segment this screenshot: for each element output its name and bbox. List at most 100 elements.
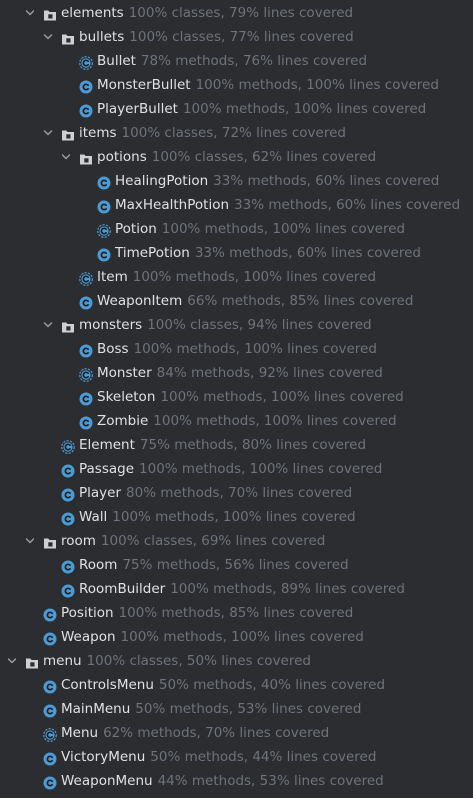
abstract-class-icon: [61, 438, 75, 454]
tree-row-package[interactable]: bullets 100% classes, 77% lines covered: [0, 25, 473, 49]
tree-row-class[interactable]: Weapon 100% methods, 100% lines covered: [0, 625, 473, 649]
package-folder-icon: [61, 318, 75, 333]
tree-row-class[interactable]: HealingPotion 33% methods, 60% lines cove…: [0, 169, 473, 193]
tree-row-package[interactable]: items 100% classes, 72% lines covered: [0, 121, 473, 145]
package-folder-icon: [61, 126, 75, 141]
coverage-stat: 100% methods, 100% lines covered: [120, 629, 364, 645]
chevron-down-icon[interactable]: [42, 313, 54, 337]
tree-item-label: Potion 100% methods, 100% lines covered: [115, 217, 405, 241]
class-icon: [79, 390, 93, 406]
tree-item-label: Monster 84% methods, 92% lines covered: [97, 361, 383, 385]
class-icon: [61, 486, 75, 502]
coverage-stat: 100% methods, 100% lines covered: [153, 413, 397, 429]
tree-row-class[interactable]: Room 75% methods, 56% lines covered: [0, 553, 473, 577]
tree-row-class[interactable]: Menu 62% methods, 70% lines covered: [0, 721, 473, 745]
tree-row-package[interactable]: menu 100% classes, 50% lines covered: [0, 649, 473, 673]
coverage-stat: 75% methods, 56% lines covered: [122, 557, 349, 573]
tree-item-label: Position 100% methods, 85% lines covered: [61, 601, 353, 625]
class-icon: [43, 678, 57, 694]
class-icon: [97, 246, 111, 262]
tree-row-class[interactable]: TimePotion 33% methods, 60% lines covered: [0, 241, 473, 265]
horizontal-scrollbar[interactable]: [0, 792, 473, 795]
coverage-stat: 100% classes, 62% lines covered: [151, 149, 377, 165]
abstract-class-icon: [79, 270, 93, 286]
item-name: Player: [79, 485, 122, 501]
class-icon: [79, 342, 93, 358]
class-icon: [61, 558, 75, 574]
item-name: VictoryMenu: [61, 749, 146, 765]
chevron-down-icon[interactable]: [60, 145, 72, 169]
tree-row-class[interactable]: Item 100% methods, 100% lines covered: [0, 265, 473, 289]
item-name: MonsterBullet: [97, 77, 191, 93]
tree-item-label: PlayerBullet 100% methods, 100% lines cov…: [97, 97, 426, 121]
coverage-stat: 100% classes, 72% lines covered: [121, 125, 346, 141]
tree-row-class[interactable]: WeaponItem 66% methods, 85% lines covered: [0, 289, 473, 313]
chevron-down-icon[interactable]: [42, 121, 54, 145]
tree-row-class[interactable]: MaxHealthPotion 33% methods, 60% lines co…: [0, 193, 473, 217]
tree-item-label: room 100% classes, 69% lines covered: [61, 529, 325, 553]
tree-item-label: VictoryMenu 50% methods, 44% lines covere…: [61, 745, 376, 769]
tree-row-class[interactable]: VictoryMenu 50% methods, 44% lines covere…: [0, 745, 473, 769]
coverage-stat: 84% methods, 92% lines covered: [156, 365, 383, 381]
class-icon: [43, 630, 57, 646]
tree-row-class[interactable]: Boss 100% methods, 100% lines covered: [0, 337, 473, 361]
tree-row-class[interactable]: Skeleton 100% methods, 100% lines covered: [0, 385, 473, 409]
coverage-stat: 100% classes, 69% lines covered: [100, 533, 326, 549]
class-icon: [43, 606, 57, 622]
item-name: items: [79, 125, 117, 141]
coverage-stat: 100% methods, 89% lines covered: [170, 581, 405, 597]
tree-row-class[interactable]: RoomBuilder 100% methods, 89% lines cover…: [0, 577, 473, 601]
tree-row-package[interactable]: room 100% classes, 69% lines covered: [0, 529, 473, 553]
tree-row-class[interactable]: MainMenu 50% methods, 53% lines covered: [0, 697, 473, 721]
tree-row-class[interactable]: Monster 84% methods, 92% lines covered: [0, 361, 473, 385]
chevron-down-icon[interactable]: [6, 649, 18, 673]
item-name: RoomBuilder: [79, 581, 166, 597]
tree-row-class[interactable]: Wall 100% methods, 100% lines covered: [0, 505, 473, 529]
tree-row-package[interactable]: monsters 100% classes, 94% lines covered: [0, 313, 473, 337]
package-folder-icon: [43, 534, 57, 549]
tree-row-class[interactable]: MonsterBullet 100% methods, 100% lines co…: [0, 73, 473, 97]
coverage-stat: 100% classes, 50% lines covered: [86, 653, 311, 669]
tree-row-class[interactable]: Zombie 100% methods, 100% lines covered: [0, 409, 473, 433]
tree-item-label: WeaponMenu 44% methods, 53% lines covered: [61, 769, 384, 793]
tree-item-label: MonsterBullet 100% methods, 100% lines co…: [97, 73, 439, 97]
tree-row-class[interactable]: Potion 100% methods, 100% lines covered: [0, 217, 473, 241]
item-name: MaxHealthPotion: [115, 197, 230, 213]
tree-item-label: potions 100% classes, 62% lines covered: [97, 145, 376, 169]
tree-item-label: Wall 100% methods, 100% lines covered: [79, 505, 356, 529]
item-name: Boss: [97, 341, 129, 357]
tree-row-class[interactable]: Bullet 78% methods, 76% lines covered: [0, 49, 473, 73]
item-name: Item: [97, 269, 128, 285]
chevron-down-icon[interactable]: [24, 1, 36, 25]
tree-row-class[interactable]: PlayerBullet 100% methods, 100% lines cov…: [0, 97, 473, 121]
tree-row-class[interactable]: Element 75% methods, 80% lines covered: [0, 433, 473, 457]
tree-item-label: RoomBuilder 100% methods, 89% lines cover…: [79, 577, 405, 601]
tree-row-class[interactable]: Passage 100% methods, 100% lines covered: [0, 457, 473, 481]
class-icon: [61, 462, 75, 478]
tree-row-package[interactable]: elements 100% classes, 79% lines covered: [0, 1, 473, 25]
coverage-stat: 100% methods, 100% lines covered: [139, 461, 383, 477]
item-name: potions: [97, 149, 147, 165]
tree-row-class[interactable]: WeaponMenu 44% methods, 53% lines covered: [0, 769, 473, 793]
item-name: WeaponMenu: [61, 773, 153, 789]
item-name: Menu: [61, 725, 99, 741]
chevron-down-icon[interactable]: [42, 25, 54, 49]
coverage-stat: 50% methods, 44% lines covered: [150, 749, 377, 765]
tree-item-label: Zombie 100% methods, 100% lines covered: [97, 409, 397, 433]
coverage-stat: 33% methods, 60% lines covered: [234, 197, 461, 213]
item-name: bullets: [79, 29, 125, 45]
tree-row-package[interactable]: potions 100% classes, 62% lines covered: [0, 145, 473, 169]
item-name: Element: [79, 437, 135, 453]
chevron-down-icon[interactable]: [24, 529, 36, 553]
tree-row-class[interactable]: Position 100% methods, 85% lines covered: [0, 601, 473, 625]
coverage-stat: 66% methods, 85% lines covered: [187, 293, 414, 309]
coverage-stat: 100% classes, 77% lines covered: [129, 29, 354, 45]
class-icon: [43, 774, 57, 790]
tree-item-label: Player 80% methods, 70% lines covered: [79, 481, 352, 505]
class-icon: [97, 174, 111, 190]
tree-item-label: Boss 100% methods, 100% lines covered: [97, 337, 377, 361]
tree-row-class[interactable]: ControlsMenu 50% methods, 40% lines cover…: [0, 673, 473, 697]
package-folder-icon: [25, 654, 39, 669]
tree-row-class[interactable]: Player 80% methods, 70% lines covered: [0, 481, 473, 505]
tree-item-label: menu 100% classes, 50% lines covered: [43, 649, 311, 673]
